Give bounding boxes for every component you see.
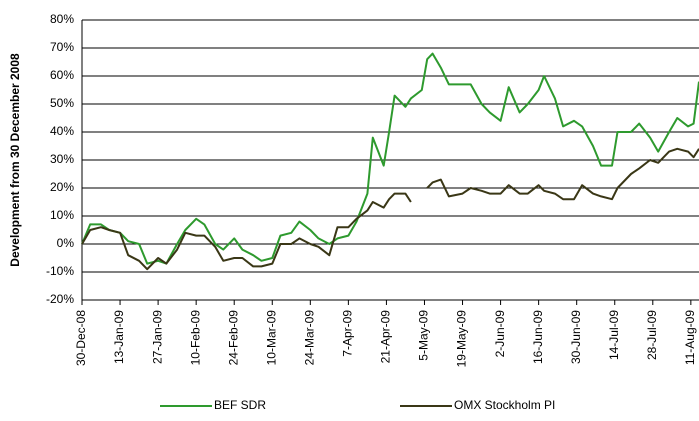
x-tick-label: 5-May-09 <box>417 310 431 361</box>
legend-label: BEF SDR <box>214 398 266 412</box>
x-tick-label: 2-Jun-09 <box>493 310 507 358</box>
x-tick-label: 30-Jun-09 <box>569 310 583 364</box>
x-tick-label: 24-Feb-09 <box>226 310 240 366</box>
x-tick-label: 21-Apr-09 <box>379 310 393 364</box>
x-tick-label: 10-Feb-09 <box>188 310 202 366</box>
x-tick-label: 28-Jul-09 <box>645 310 659 360</box>
y-tick-label: 30% <box>50 152 74 166</box>
y-tick-label: 50% <box>50 96 74 110</box>
y-tick-label: 60% <box>50 68 74 82</box>
y-axis-title: Development from 30 December 2008 <box>8 53 22 267</box>
series-line <box>81 192 412 271</box>
x-tick-label: 16-Jun-09 <box>531 310 545 364</box>
y-tick-label: 20% <box>50 180 74 194</box>
x-tick-label: 13-Jan-09 <box>112 310 126 364</box>
x-tick-label: 7-Apr-09 <box>341 310 355 357</box>
y-tick-label: 0% <box>57 236 75 250</box>
series-line <box>426 147 699 201</box>
y-tick-label: 70% <box>50 40 74 54</box>
y-tick-label: 40% <box>50 124 74 138</box>
x-tick-label: 10-Mar-09 <box>264 310 278 366</box>
x-tick-label: 19-May-09 <box>455 310 469 368</box>
x-tick-label: 11-Aug-09 <box>683 310 697 365</box>
x-tick-label: 14-Jul-09 <box>607 310 621 360</box>
x-tick-label: 24-Mar-09 <box>302 310 316 366</box>
x-tick-label: 27-Jan-09 <box>150 310 164 364</box>
x-tick-label: 30-Dec-08 <box>74 310 88 366</box>
y-tick-label: 80% <box>50 12 74 26</box>
legend-label: OMX Stockholm PI <box>454 398 555 412</box>
y-tick-label: 10% <box>50 208 74 222</box>
y-tick-label: -10% <box>46 264 74 278</box>
series-line <box>81 52 699 265</box>
y-tick-label: -20% <box>46 292 74 306</box>
